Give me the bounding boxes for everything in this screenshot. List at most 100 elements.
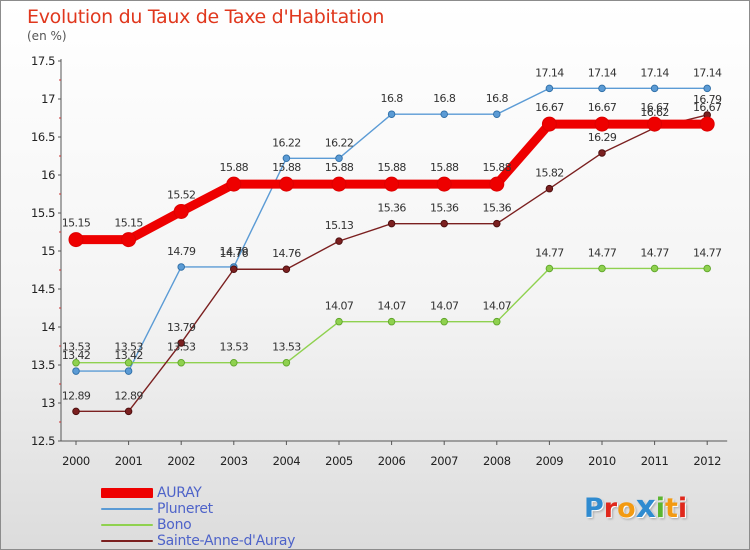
y-tick-label: 16 [41,168,55,182]
data-point [489,176,505,192]
data-point [493,317,501,326]
data-point [594,116,610,132]
y-tick-label: 13.5 [31,358,55,372]
data-point [226,176,242,192]
data-label: 13.53 [220,341,249,354]
data-point [440,219,448,228]
y-tick-label: 14.5 [31,282,55,296]
x-tick-label: 2002 [167,454,195,468]
data-label: 14.77 [693,246,722,259]
data-label: 16.67 [588,101,617,114]
data-point [699,116,715,132]
legend-swatch [101,540,153,542]
data-point [124,407,133,416]
data-label: 12.89 [62,389,91,402]
data-point [124,367,133,375]
data-point [282,265,291,273]
data-point [173,203,189,219]
data-label: 14.77 [588,246,617,259]
data-label: 13.53 [62,341,91,354]
data-label: 16.67 [693,101,722,114]
data-point [282,154,291,163]
logo-letter: t [664,493,678,524]
x-tick-label: 2005 [325,454,353,468]
data-point [72,407,80,416]
data-label: 14.79 [220,245,249,258]
data-point [387,219,396,228]
series-line-sainte-anne-d-auray [75,114,708,413]
data-point [384,176,400,192]
x-tick-label: 2009 [536,454,564,468]
data-point [72,367,80,375]
x-tick-label: 2006 [378,454,406,468]
data-label: 17.14 [588,66,617,79]
data-label: 17.14 [640,66,669,79]
data-point [121,232,137,248]
data-label: 15.52 [167,188,196,201]
legend-swatch [101,488,153,498]
y-tick-label: 15 [41,244,55,258]
data-point [440,317,448,326]
data-label: 14.76 [220,247,249,260]
data-label: 16.8 [433,92,456,105]
data-label: 12.89 [114,389,143,402]
data-point [177,358,185,367]
x-tick-label: 2004 [273,454,301,468]
data-label: 16.67 [640,101,669,114]
data-point [230,358,238,367]
data-point [598,149,606,157]
chart-title: Evolution du Taux de Taxe d'Habitation [27,6,385,28]
data-point [650,84,659,93]
data-label: 13.53 [114,341,143,354]
x-tick-label: 2012 [693,454,721,468]
data-label: 16.79 [693,93,722,106]
series-lines [68,84,715,416]
data-label: 14.79 [167,245,196,258]
data-label: 14.77 [535,246,564,259]
data-label: 15.88 [483,161,512,174]
data-label: 14.07 [483,300,512,313]
legend-label: Bono [157,517,192,533]
data-label: 15.36 [377,202,406,215]
data-point [124,358,133,367]
data-point [230,265,238,273]
logo-letter: P [584,493,604,524]
legend-label: Sainte-Anne-d'Auray [157,533,296,549]
data-label: 15.82 [535,167,564,180]
logo-letter: i [677,493,688,524]
data-point [541,116,557,132]
data-label: 13.42 [62,349,91,362]
data-label: 16.8 [486,92,509,105]
data-point [650,264,659,273]
data-point [278,176,294,192]
y-tick-label: 13 [41,396,55,410]
legend-swatch [101,524,153,526]
data-point [387,110,396,118]
data-point [335,317,343,326]
logo-letter: x [635,489,656,525]
data-point [440,110,448,118]
x-tick-label: 2003 [220,454,248,468]
data-point [436,176,452,192]
data-point [68,232,84,248]
data-label: 16.8 [381,92,404,105]
data-label: 14.07 [325,300,354,313]
axes: 12.5 13 13.5 14 14.5 15 15.5 16 16.5 17 17.5 2000 20… [31,54,728,468]
data-point [703,84,711,93]
data-label: 15.15 [62,217,91,230]
data-point [545,184,554,193]
data-point [703,264,711,273]
data-label: 16.67 [535,101,564,114]
y-tick-label: 15.5 [31,206,55,220]
data-point [598,84,606,93]
data-point [177,339,185,347]
data-label: 17.14 [693,66,722,79]
legend-label: AURAY [157,485,202,501]
data-label: 16.22 [272,136,301,149]
data-point [545,264,554,273]
y-tick-label: 17 [41,92,55,106]
data-label: 16.22 [325,136,354,149]
data-label: 14.77 [640,246,669,259]
proxiti-logo: Proxiti [584,489,687,525]
